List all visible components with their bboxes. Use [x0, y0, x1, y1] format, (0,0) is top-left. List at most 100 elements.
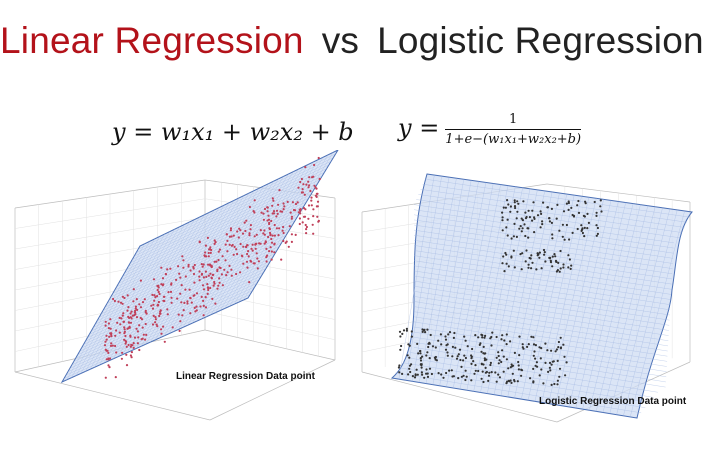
- linear-data-point: [316, 215, 319, 218]
- linear-data-point: [141, 337, 144, 340]
- linear-data-point: [112, 297, 115, 301]
- linear-data-point: [277, 234, 280, 237]
- linear-data-point: [206, 286, 210, 289]
- logistic-data-point: [551, 233, 554, 236]
- linear-data-point: [137, 336, 140, 339]
- linear-data-point: [104, 320, 107, 323]
- logistic-data-point: [507, 203, 510, 206]
- logistic-data-point: [448, 331, 452, 334]
- linear-data-point: [134, 313, 137, 316]
- logistic-data-point: [528, 216, 531, 219]
- linear-data-point: [218, 281, 221, 284]
- linear-data-point: [201, 284, 205, 287]
- linear-data-point: [302, 207, 306, 210]
- logistic-data-point: [596, 232, 599, 235]
- linear-data-point: [129, 321, 133, 324]
- linear-data-point: [259, 242, 262, 245]
- logistic-data-point: [459, 358, 462, 362]
- logistic-data-point: [446, 343, 449, 346]
- linear-data-point: [136, 342, 139, 345]
- linear-data-point: [262, 212, 265, 215]
- linear-data-point: [202, 288, 206, 291]
- logistic-data-point: [498, 359, 501, 362]
- logistic-data-point: [419, 352, 422, 355]
- logistic-data-point: [567, 200, 570, 203]
- logistic-data-point: [416, 342, 419, 345]
- linear-data-point: [186, 302, 189, 305]
- linear-data-point: [120, 317, 123, 320]
- logistic-data-point: [529, 377, 532, 380]
- linear-data-point: [209, 264, 212, 267]
- linear-data-point: [216, 287, 219, 290]
- linear-data-point: [211, 297, 214, 300]
- linear-data-point: [246, 266, 249, 269]
- linear-data-point: [133, 336, 137, 339]
- linear-data-point: [194, 310, 197, 313]
- linear-data-point: [250, 260, 253, 263]
- linear-data-point: [312, 208, 315, 211]
- linear-data-point: [179, 276, 182, 279]
- linear-data-point: [192, 272, 196, 276]
- linear-data-point: [239, 242, 242, 246]
- logistic-data-point: [568, 238, 571, 241]
- logistic-data-point: [490, 335, 493, 339]
- linear-data-point: [157, 286, 160, 289]
- logistic-data-point: [446, 354, 449, 357]
- linear-data-point: [304, 166, 307, 169]
- linear-data-point: [259, 229, 262, 232]
- linear-data-point: [156, 325, 159, 328]
- logistic-data-point: [583, 226, 586, 229]
- logistic-data-point: [527, 343, 530, 346]
- logistic-data-point: [442, 376, 445, 379]
- logistic-data-point: [530, 335, 533, 338]
- linear-data-point: [186, 300, 189, 303]
- logistic-data-point: [478, 343, 481, 346]
- linear-data-point: [160, 283, 163, 286]
- logistic-data-point: [557, 346, 560, 349]
- linear-data-point: [233, 245, 236, 248]
- linear-data-point: [312, 175, 315, 178]
- linear-data-point: [125, 345, 128, 348]
- logistic-data-point: [555, 348, 558, 351]
- logistic-data-point: [538, 256, 541, 259]
- linear-data-point: [243, 221, 246, 224]
- logistic-data-point: [418, 350, 422, 353]
- linear-data-point: [302, 215, 306, 218]
- logistic-data-point: [451, 355, 454, 358]
- logistic-data-point: [599, 199, 602, 202]
- logistic-data-point: [540, 212, 543, 215]
- linear-data-point: [209, 246, 212, 249]
- logistic-data-point: [583, 235, 586, 238]
- linear-data-point: [145, 333, 148, 336]
- linear-data-point: [126, 294, 129, 297]
- linear-data-point: [166, 313, 169, 316]
- logistic-data-point: [463, 354, 466, 357]
- linear-data-point: [270, 219, 273, 223]
- linear-data-point: [162, 325, 165, 328]
- linear-data-point: [154, 321, 157, 324]
- logistic-data-point: [555, 217, 558, 220]
- linear-data-point: [255, 252, 258, 255]
- linear-data-point: [195, 305, 198, 308]
- linear-data-point: [105, 334, 108, 337]
- logistic-data-point: [505, 262, 508, 265]
- logistic-data-point: [440, 343, 443, 346]
- linear-data-point: [124, 342, 127, 345]
- logistic-data-point: [550, 207, 553, 210]
- logistic-data-point: [437, 339, 440, 342]
- logistic-data-point: [556, 383, 559, 386]
- logistic-data-point: [532, 201, 535, 204]
- logistic-data-point: [408, 367, 411, 370]
- logistic-data-point: [596, 226, 599, 230]
- logistic-data-point: [481, 370, 484, 373]
- linear-data-point: [251, 249, 254, 252]
- linear-data-point: [236, 252, 239, 256]
- logistic-data-point: [413, 376, 417, 379]
- linear-data-point: [210, 277, 213, 280]
- logistic-data-point: [431, 345, 435, 348]
- logistic-data-point: [565, 202, 568, 205]
- linear-data-point: [215, 260, 218, 263]
- linear-data-point: [138, 303, 141, 306]
- linear-data-point: [272, 199, 275, 202]
- linear-data-point: [265, 260, 268, 263]
